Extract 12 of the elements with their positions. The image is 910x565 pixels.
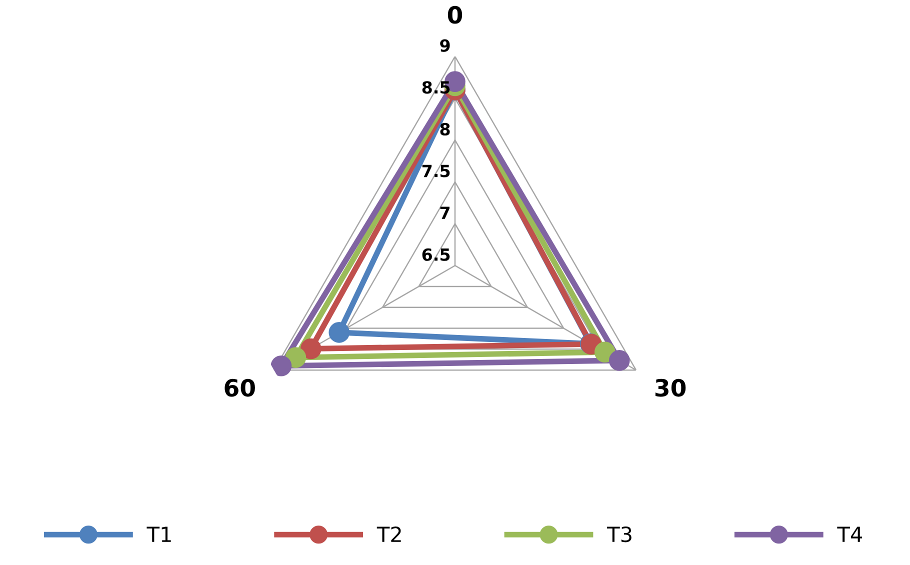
legend-label: T1 [146, 526, 171, 542]
spoke-label: 0 [448, 6, 462, 24]
spoke-label: 60 [224, 378, 255, 397]
legend-label: T3 [607, 526, 632, 542]
legend-label: T4 [837, 526, 862, 542]
spoke-label: 30 [655, 378, 686, 397]
y-tick-label: 6.5 [422, 248, 450, 261]
y-tick-label: 8 [440, 122, 450, 136]
y-tick-label: 9 [440, 39, 450, 52]
y-tick-label: 7 [440, 206, 450, 219]
legend-label: T2 [376, 526, 401, 542]
y-tick-label: 7.5 [422, 164, 450, 178]
